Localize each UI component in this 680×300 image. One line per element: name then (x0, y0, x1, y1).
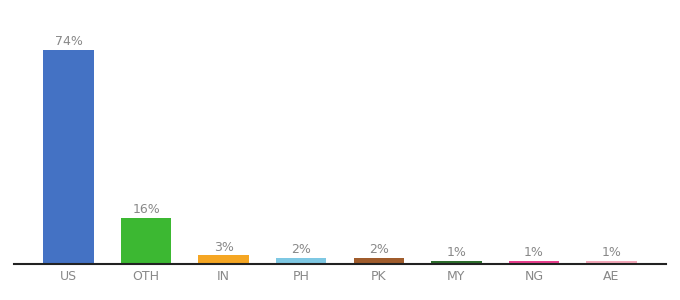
Text: 1%: 1% (602, 246, 622, 260)
Text: 3%: 3% (214, 241, 233, 254)
Text: 1%: 1% (447, 246, 466, 260)
Text: 2%: 2% (291, 244, 311, 256)
Bar (431, 261, 481, 264)
Bar (354, 258, 404, 264)
Bar (586, 261, 636, 264)
Bar (509, 261, 559, 264)
Bar (199, 255, 249, 264)
Text: 16%: 16% (132, 203, 160, 216)
Text: 74%: 74% (54, 35, 82, 48)
Text: 2%: 2% (369, 244, 389, 256)
Bar (276, 258, 326, 264)
Bar (121, 218, 171, 264)
Bar (44, 50, 94, 264)
Text: 1%: 1% (524, 246, 544, 260)
